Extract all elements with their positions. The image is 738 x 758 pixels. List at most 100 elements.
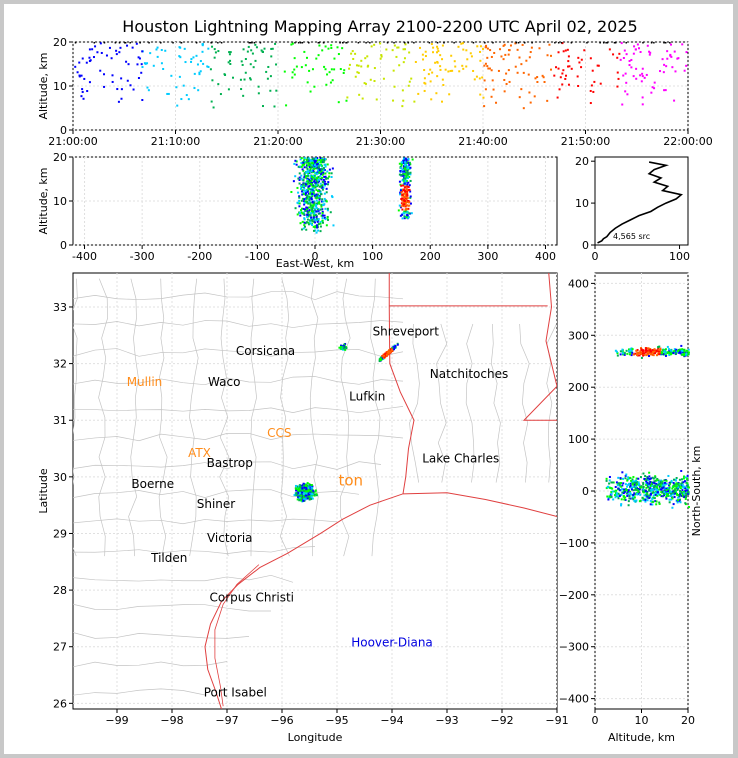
source-point [306, 177, 309, 180]
source-point [310, 190, 313, 193]
source-point [316, 208, 319, 211]
source-point [385, 353, 388, 356]
source-point [312, 213, 315, 216]
source-point [327, 181, 330, 184]
source-point [642, 499, 645, 502]
source-point [403, 164, 406, 167]
source-point [404, 48, 407, 51]
county-boundary [98, 278, 108, 557]
source-point [297, 42, 300, 44]
source-point [304, 184, 307, 187]
source-point [316, 169, 319, 172]
source-point [465, 65, 468, 68]
source-point [290, 43, 293, 46]
source-point [373, 80, 376, 83]
source-point [364, 57, 367, 60]
county-boundary [73, 603, 272, 612]
source-point [686, 489, 689, 492]
source-point [229, 51, 232, 54]
source-point [648, 471, 651, 474]
y-tick-label: 32 [53, 358, 67, 371]
source-point [315, 184, 318, 187]
source-point [679, 348, 682, 351]
source-point [306, 161, 309, 164]
place-label: Lufkin [349, 389, 385, 403]
source-point [615, 350, 618, 353]
source-point [397, 209, 400, 212]
source-point [658, 501, 661, 504]
county-boundary [279, 278, 290, 557]
source-point [201, 44, 204, 47]
source-point [443, 42, 445, 44]
source-point [187, 98, 190, 101]
source-point [462, 48, 465, 51]
source-point [326, 163, 329, 166]
source-point [404, 180, 407, 183]
source-point [632, 353, 635, 356]
x-tick-label: 400 [535, 250, 556, 263]
source-point [679, 491, 682, 494]
source-point [586, 42, 588, 44]
source-point [633, 483, 636, 486]
source-point [650, 492, 653, 495]
source-point [345, 99, 348, 102]
source-point [202, 62, 205, 65]
source-point [648, 478, 651, 481]
source-point [651, 86, 654, 89]
source-point [313, 178, 316, 181]
source-point [316, 176, 319, 179]
source-point [628, 495, 631, 498]
source-point [124, 42, 126, 44]
source-point [449, 69, 452, 72]
source-point [687, 348, 690, 351]
source-point [118, 42, 121, 44]
source-point [322, 203, 325, 206]
source-point [212, 106, 215, 109]
source-point [568, 65, 571, 68]
source-point [306, 215, 309, 218]
source-point [678, 351, 681, 354]
source-point [322, 221, 325, 224]
x-tick-label: 22:00:00 [663, 135, 712, 148]
source-point [641, 103, 644, 106]
source-point [647, 353, 650, 356]
source-point [640, 485, 643, 488]
source-point [652, 350, 655, 353]
source-point [379, 57, 382, 60]
source-point [638, 354, 641, 357]
source-point [652, 494, 655, 497]
source-point [660, 495, 663, 498]
source-point [536, 81, 539, 84]
source-point [403, 177, 406, 180]
source-point [88, 48, 91, 51]
source-point [627, 476, 630, 479]
source-point [333, 57, 336, 60]
source-point [313, 85, 316, 88]
source-point [337, 53, 340, 56]
source-point [398, 173, 401, 176]
source-point [642, 354, 645, 357]
source-point [444, 68, 447, 71]
source-point [677, 57, 680, 60]
source-point [622, 477, 625, 480]
source-point [608, 495, 611, 498]
source-point [397, 46, 400, 49]
county-boundary [73, 661, 228, 668]
source-point [685, 492, 688, 495]
y-tick-label: 20 [53, 151, 67, 164]
source-point [299, 42, 302, 44]
source-point [640, 80, 643, 83]
source-point [508, 80, 511, 83]
source-point [375, 98, 378, 101]
source-point [659, 493, 662, 496]
source-point [305, 175, 308, 178]
source-point [302, 207, 305, 210]
source-point [410, 212, 413, 215]
source-point [323, 217, 326, 220]
source-point [251, 52, 254, 55]
source-point [315, 57, 318, 60]
source-point [627, 489, 630, 492]
source-point [593, 80, 596, 83]
y-tick-label: 10 [53, 80, 67, 93]
source-point [682, 486, 685, 489]
